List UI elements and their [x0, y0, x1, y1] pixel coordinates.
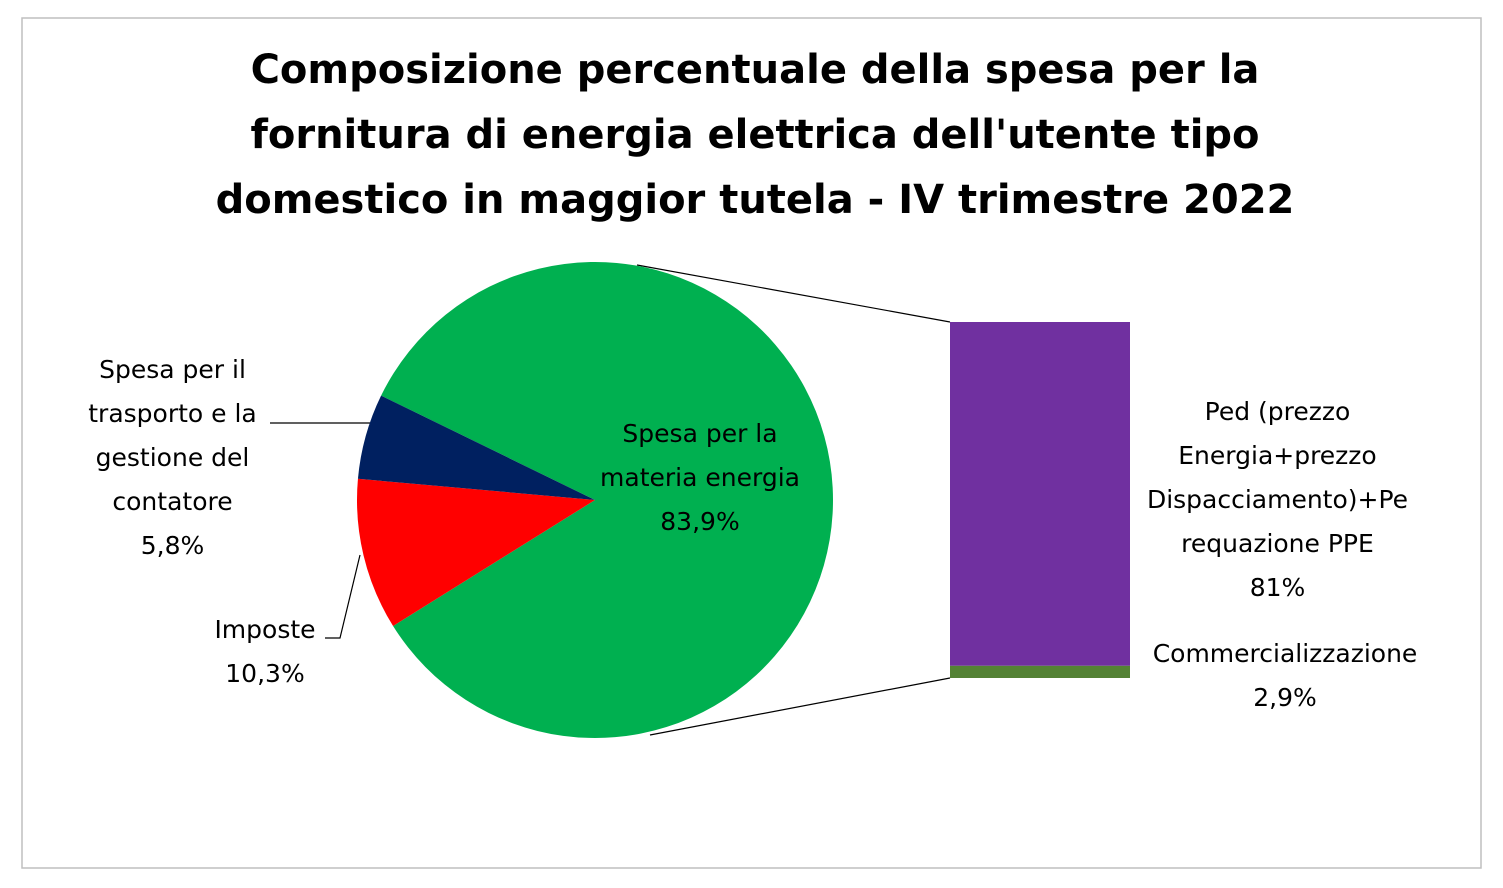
- label-name: Imposte: [214, 615, 316, 644]
- label-name: Spesa per la materia energia: [600, 419, 800, 492]
- bar-segment: [950, 322, 1130, 666]
- label-value: 5,8%: [140, 531, 205, 560]
- label-name: Spesa per il trasporto e la gestione del…: [88, 355, 257, 516]
- label-value: 83,9%: [660, 507, 740, 536]
- label-value: 81%: [1249, 573, 1306, 602]
- label-value: 10,3%: [225, 659, 305, 688]
- data-label: Spesa per il trasporto e la gestione del…: [70, 348, 275, 568]
- label-name: Ped (prezzo Energia+prezzo Dispacciament…: [1146, 397, 1409, 558]
- pie-slice: [357, 478, 595, 626]
- label-name: Commercializzazione: [1152, 639, 1418, 668]
- data-label: Imposte 10,3%: [190, 608, 340, 696]
- leader-line: [325, 554, 361, 639]
- connector-line: [636, 264, 951, 323]
- data-label: Spesa per la materia energia 83,9%: [600, 412, 800, 544]
- connector-line: [649, 677, 951, 736]
- data-label: Ped (prezzo Energia+prezzo Dispacciament…: [1145, 390, 1410, 610]
- chart-title: Composizione percentuale della spesa per…: [215, 47, 1295, 223]
- pie-slice: [381, 262, 833, 738]
- data-label: Commercializzazione 2,9%: [1140, 632, 1430, 720]
- pie-slice: [357, 395, 595, 500]
- bar-segment: [950, 665, 1130, 678]
- label-value: 2,9%: [1253, 683, 1317, 712]
